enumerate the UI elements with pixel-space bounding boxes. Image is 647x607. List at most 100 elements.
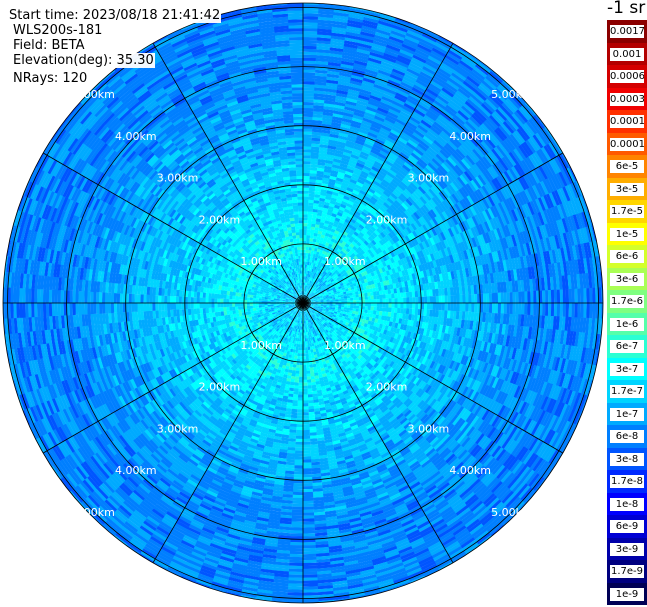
heatmap-gate (381, 124, 392, 132)
heatmap-gate (367, 100, 380, 108)
heatmap-gate (312, 278, 316, 282)
heatmap-gate (312, 208, 318, 213)
heatmap-gate (377, 197, 385, 205)
heatmap-gate (468, 303, 472, 312)
heatmap-gate (345, 247, 351, 253)
heatmap-gate (344, 243, 350, 248)
heatmap-gate (368, 57, 382, 65)
heatmap-gate (320, 191, 327, 197)
heatmap-gate (318, 279, 322, 283)
heatmap-gate (309, 256, 313, 260)
backscatter-heatmap (3, 3, 603, 603)
heatmap-gate (497, 303, 502, 314)
heatmap-gate (351, 71, 365, 78)
heatmap-gate (345, 216, 352, 222)
heatmap-gate (361, 80, 375, 87)
heatmap-gate (362, 184, 370, 191)
heatmap-gate (366, 222, 373, 229)
heatmap-gate (358, 128, 369, 135)
heatmap-gate (338, 135, 348, 141)
heatmap-gate (312, 271, 315, 276)
heatmap-gate (378, 20, 394, 28)
heatmap-gate (303, 223, 308, 227)
heatmap-gate (385, 84, 399, 93)
heatmap-gate (346, 94, 359, 101)
heatmap-gate (350, 77, 363, 84)
heatmap-gate (375, 174, 384, 182)
heatmap-gate (565, 289, 570, 304)
heatmap-gate (307, 220, 312, 224)
heatmap-gate (417, 124, 429, 134)
heatmap-gate (307, 289, 310, 293)
heatmap-gate (333, 11, 350, 17)
heatmap-gate (379, 298, 383, 304)
heatmap-gate (559, 303, 564, 317)
heatmap-gate (357, 97, 369, 104)
heatmap-gate (345, 226, 352, 232)
heatmap-gate (397, 307, 401, 314)
heatmap-gate (345, 189, 353, 196)
heatmap-gate (308, 293, 311, 297)
heatmap-gate (313, 260, 317, 264)
heatmap-gate (310, 167, 318, 171)
heatmap-gate (322, 210, 328, 215)
heatmap-gate (404, 35, 420, 44)
heatmap-gate (488, 303, 493, 314)
heatmap-gate (304, 285, 306, 289)
heatmap-gate (542, 303, 546, 316)
heatmap-gate (412, 110, 424, 120)
heatmap-gate (315, 60, 329, 65)
heatmap-gate (338, 299, 342, 302)
heatmap-gate (355, 294, 359, 298)
heatmap-gate (309, 238, 314, 242)
heatmap-gate (397, 303, 401, 309)
heatmap-gate (374, 202, 382, 209)
heatmap-gate (358, 36, 374, 44)
heatmap-gate (404, 144, 415, 153)
heatmap-gate (317, 282, 321, 286)
heatmap-gate (447, 77, 462, 88)
heatmap-gate (438, 64, 453, 76)
heatmap-gate (305, 255, 308, 259)
heatmap-gate (303, 16, 319, 20)
heatmap-gate (381, 96, 394, 104)
heatmap-gate (331, 164, 340, 169)
heatmap-gate (338, 132, 349, 138)
heatmap-gate (376, 26, 392, 34)
heatmap-gate (353, 63, 367, 69)
heatmap-gate (305, 258, 308, 262)
heatmap-gate (308, 250, 312, 254)
heatmap-gate (309, 235, 314, 239)
heatmap-gate (353, 213, 360, 219)
heatmap-gate (412, 303, 416, 309)
heatmap-gate (389, 166, 399, 174)
heatmap-gate (397, 183, 406, 192)
heatmap-gate (362, 22, 378, 30)
heatmap-gate (348, 13, 365, 20)
heatmap-gate (321, 259, 325, 264)
heatmap-gate (372, 118, 384, 125)
heatmap-gate (366, 134, 377, 142)
heatmap-gate (348, 159, 358, 166)
heatmap-gate (415, 303, 419, 310)
heatmap-gate (326, 73, 340, 79)
heatmap-gate (422, 153, 432, 163)
heatmap-gate (533, 303, 537, 316)
heatmap-gate (374, 160, 383, 168)
heatmap-gate (346, 25, 362, 32)
heatmap-gate (358, 176, 367, 182)
heatmap-gate (373, 83, 386, 91)
heatmap-gate (375, 158, 385, 165)
heatmap-gate (332, 20, 348, 26)
heatmap-gate (385, 298, 389, 304)
heatmap-gate (342, 245, 348, 251)
heatmap-gate (463, 52, 479, 65)
heatmap-gate (313, 282, 316, 286)
heatmap-gate (379, 303, 383, 308)
heatmap-gate (370, 295, 374, 300)
heatmap-gate (494, 303, 499, 314)
heatmap-gate (345, 100, 357, 107)
heatmap-gate (310, 226, 316, 230)
heatmap-gate (303, 57, 317, 61)
heatmap-gate (315, 179, 323, 184)
